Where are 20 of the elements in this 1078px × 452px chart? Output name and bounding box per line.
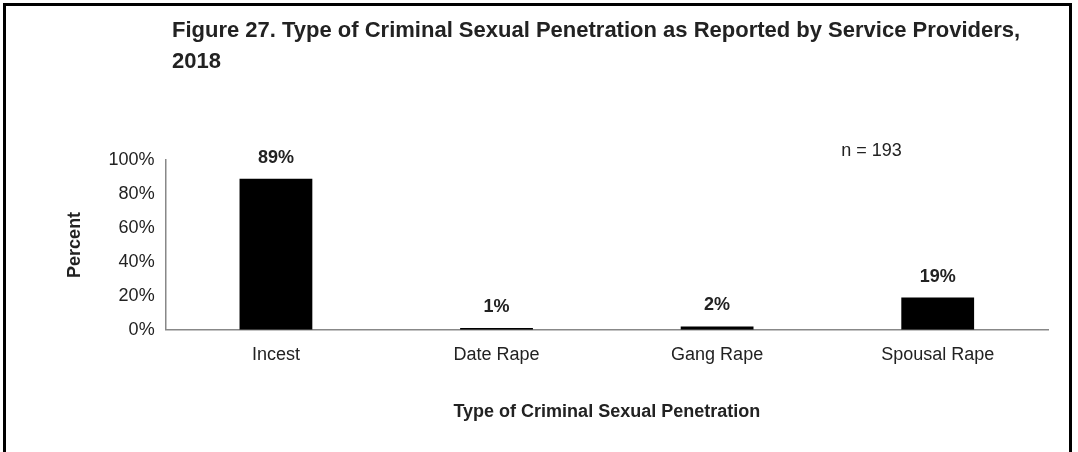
y-tick-label: 60% <box>118 216 155 237</box>
chart-title: Figure 27. Type of Criminal Sexual Penetration as Reported by Service Providers, 2018 <box>172 16 1022 75</box>
bar <box>239 178 313 330</box>
y-tick-label: 100% <box>108 148 155 169</box>
y-tick-label: 40% <box>118 250 155 271</box>
data-label: 2% <box>704 294 731 315</box>
x-tick-label: Spousal Rape <box>881 343 995 364</box>
x-axis-title: Type of Criminal Sexual Penetration <box>453 401 761 422</box>
bar <box>901 297 975 330</box>
data-label: 89% <box>257 146 294 167</box>
y-tick-label: 0% <box>128 318 155 339</box>
annotation: n = 193 <box>841 139 902 160</box>
data-label: 1% <box>483 296 510 317</box>
data-label: 19% <box>919 265 956 286</box>
x-tick-label: Date Rape <box>453 343 540 364</box>
y-axis-title: Percent <box>63 211 84 278</box>
x-tick-label: Incest <box>251 343 300 364</box>
x-tick-label: Gang Rape <box>671 343 764 364</box>
y-tick-label: 80% <box>118 182 155 203</box>
y-tick-label: 20% <box>118 284 155 305</box>
